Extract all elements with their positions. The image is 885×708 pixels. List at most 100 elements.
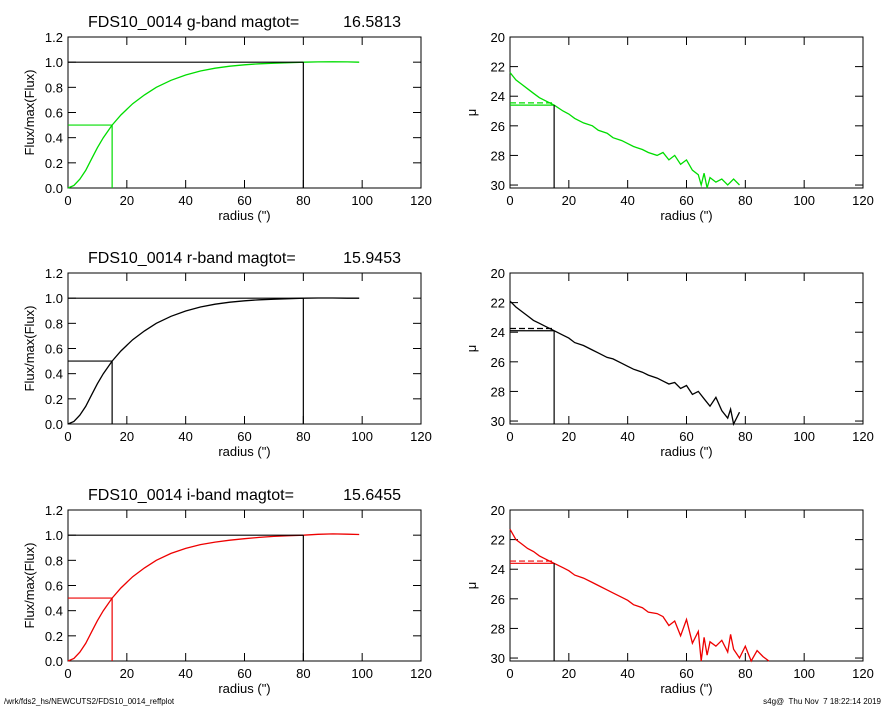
chart-panel-g-surface-brightness: 0 20 40 60 80 100 120 20 22 24 26 28 30 radius (") μ <box>464 30 874 223</box>
axes-frame <box>67 36 422 189</box>
chart-title-magtot-value: 15.6455 <box>343 487 401 504</box>
y-tick-label: 26 <box>491 592 505 607</box>
chart-title-magtot-value: 15.9453 <box>343 250 401 267</box>
y-axis-label: Flux/max(Flux) <box>22 306 37 392</box>
y-tick-label: 26 <box>491 355 505 370</box>
x-tick-label: 100 <box>793 193 815 208</box>
y-tick-label: 0.8 <box>45 316 63 331</box>
x-tick-label: 60 <box>679 666 693 681</box>
data-series-i-band <box>509 528 770 663</box>
footer-file-path: /wrk/fds2_hs/NEWCUTS2/FDS10_0014_reffplo… <box>4 697 175 706</box>
x-axis-label: radius (") <box>218 208 270 223</box>
y-axis-label: Flux/max(Flux) <box>22 70 37 156</box>
x-tick-label: 100 <box>351 666 373 681</box>
x-tick-label: 100 <box>793 666 815 681</box>
x-tick-label: 100 <box>351 193 373 208</box>
x-tick-label: 80 <box>296 666 310 681</box>
x-tick-label: 60 <box>237 666 251 681</box>
chart-panel-i-surface-brightness: 0 20 40 60 80 100 120 20 22 24 26 28 30 radius (") μ <box>464 503 874 696</box>
x-tick-label: 120 <box>410 666 432 681</box>
y-tick-label: 0.8 <box>45 553 63 568</box>
x-axis-label: radius (") <box>660 208 712 223</box>
y-axis-label: μ <box>464 109 479 117</box>
y-tick-label: 0.2 <box>45 156 63 171</box>
y-tick-label: 30 <box>491 178 505 193</box>
y-tick-label: 26 <box>491 119 505 134</box>
y-tick-label: 0.0 <box>45 417 63 432</box>
y-tick-label: 0.4 <box>45 131 63 146</box>
y-tick-label: 0.0 <box>45 181 63 196</box>
y-tick-label: 0.2 <box>45 392 63 407</box>
x-tick-label: 60 <box>679 429 693 444</box>
axes-frame <box>509 509 864 662</box>
x-tick-label: 120 <box>852 666 874 681</box>
y-tick-label: 0.6 <box>45 342 63 357</box>
y-tick-label: 0.4 <box>45 367 63 382</box>
x-tick-label: 40 <box>620 666 634 681</box>
y-tick-label: 24 <box>491 89 505 104</box>
y-tick-label: 28 <box>491 621 505 636</box>
x-axis-label: radius (") <box>218 444 270 459</box>
y-tick-label: 22 <box>491 533 505 548</box>
y-tick-label: 30 <box>491 414 505 429</box>
y-axis-label: μ <box>464 345 479 353</box>
x-tick-label: 0 <box>506 666 513 681</box>
x-tick-label: 0 <box>64 193 71 208</box>
x-tick-label: 40 <box>620 193 634 208</box>
x-tick-label: 20 <box>562 666 576 681</box>
x-tick-label: 40 <box>620 429 634 444</box>
y-axis-label: Flux/max(Flux) <box>22 543 37 629</box>
x-tick-label: 0 <box>64 666 71 681</box>
x-tick-label: 80 <box>296 429 310 444</box>
y-tick-label: 0.2 <box>45 629 63 644</box>
y-tick-label: 24 <box>491 325 505 340</box>
x-tick-label: 40 <box>178 429 192 444</box>
y-tick-label: 0.6 <box>45 579 63 594</box>
x-tick-label: 80 <box>296 193 310 208</box>
x-tick-label: 0 <box>506 193 513 208</box>
axes-frame <box>509 36 864 189</box>
footer-timestamp: s4g@ Thu Nov 7 18:22:14 2019 <box>763 697 881 706</box>
x-tick-label: 120 <box>410 429 432 444</box>
x-tick-label: 40 <box>178 193 192 208</box>
chart-title-magtot-value: 16.5813 <box>343 14 401 31</box>
x-tick-label: 80 <box>738 193 752 208</box>
x-tick-label: 20 <box>562 429 576 444</box>
x-tick-label: 20 <box>120 193 134 208</box>
x-axis-label: radius (") <box>660 444 712 459</box>
axes-frame <box>509 272 864 425</box>
y-tick-label: 20 <box>491 266 505 281</box>
y-tick-label: 24 <box>491 562 505 577</box>
y-axis-label: μ <box>464 582 479 590</box>
chart-title: FDS10_0014 r-band magtot= <box>88 250 296 267</box>
y-tick-label: 20 <box>491 503 505 518</box>
y-tick-label: 1.0 <box>45 55 63 70</box>
axes-frame <box>67 509 422 662</box>
x-tick-label: 100 <box>793 429 815 444</box>
x-tick-label: 0 <box>506 429 513 444</box>
axes-frame <box>67 272 422 425</box>
chart-panel-g-growth-curve: 0 20 40 60 80 100 120 0.0 0.2 0.4 0.6 0.8 1.0 1.2 radi… <box>22 14 432 223</box>
x-tick-label: 60 <box>679 193 693 208</box>
y-tick-label: 1.0 <box>45 291 63 306</box>
y-tick-label: 0.4 <box>45 604 63 619</box>
chart-title: FDS10_0014 i-band magtot= <box>88 487 294 504</box>
y-tick-label: 28 <box>491 384 505 399</box>
chart-panel-r-surface-brightness: 0 20 40 60 80 100 120 20 22 24 26 28 30 radius (") μ <box>464 266 874 459</box>
x-tick-label: 20 <box>120 666 134 681</box>
y-tick-label: 1.0 <box>45 528 63 543</box>
y-tick-label: 30 <box>491 651 505 666</box>
chart-title: FDS10_0014 g-band magtot= <box>88 14 299 31</box>
x-tick-label: 120 <box>852 429 874 444</box>
x-axis-label: radius (") <box>660 681 712 696</box>
x-tick-label: 80 <box>738 666 752 681</box>
x-tick-label: 20 <box>562 193 576 208</box>
chart-panel-r-growth-curve: 0 20 40 60 80 100 120 0.0 0.2 0.4 0.6 0.8 1.0 1.2 radi… <box>22 250 432 459</box>
y-tick-label: 0.0 <box>45 654 63 669</box>
x-tick-label: 60 <box>237 193 251 208</box>
x-tick-label: 0 <box>64 429 71 444</box>
data-series-r-band <box>509 300 741 426</box>
x-tick-label: 20 <box>120 429 134 444</box>
x-axis-label: radius (") <box>218 681 270 696</box>
y-tick-label: 0.8 <box>45 80 63 95</box>
